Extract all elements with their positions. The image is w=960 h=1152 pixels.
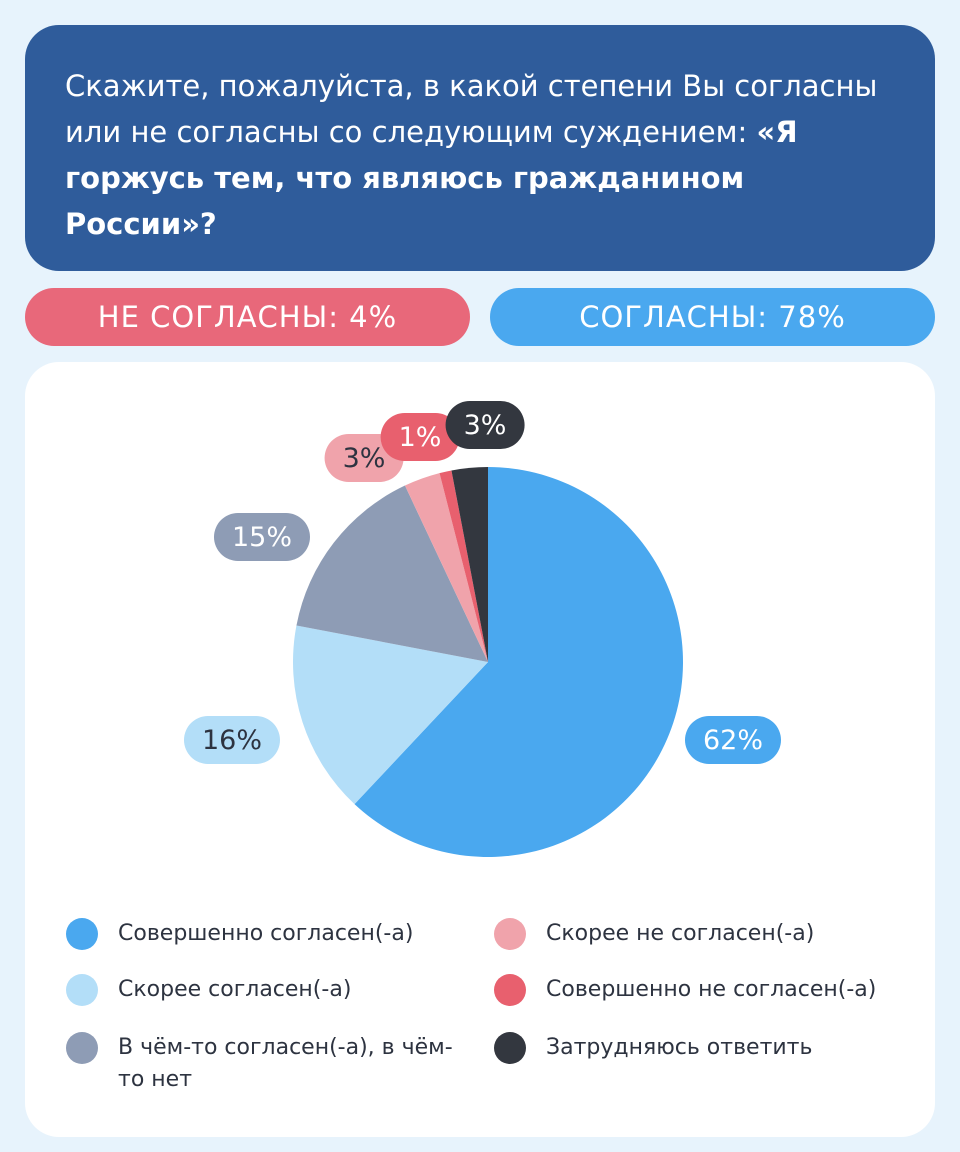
legend-label: Скорее согласен(-а) [118,977,352,1002]
agree-summary: СОГЛАСНЫ: 78% [490,288,935,346]
pie-slice [451,467,488,662]
pie-slice [404,473,488,662]
data-label: 3% [445,401,525,449]
legend-swatch [66,1032,98,1064]
legend-item: Совершенно не согласен(-а) [494,974,876,1006]
legend-item: Скорее не согласен(-а) [494,918,814,950]
pie-slice [439,470,488,662]
legend-item: Совершенно согласен(-а) [66,918,413,950]
question-header: Скажите, пожалуйста, в какой степени Вы … [25,25,935,271]
data-label: 62% [684,716,782,764]
pie-slice [293,625,488,805]
disagree-summary: НЕ СОГЛАСНЫ: 4% [25,288,470,346]
legend-swatch [494,1032,526,1064]
legend-item: Затрудняюсь ответить [494,1032,812,1064]
data-label: 16% [183,716,281,764]
question-statement: «Я горжусь тем, что являюсь гражданином … [65,115,798,241]
legend-label: В чём-то согласен(-а), в чём-то нет [118,1035,453,1092]
legend-swatch [66,974,98,1006]
question-text: Скажите, пожалуйста, в какой степени Вы … [65,69,878,149]
legend-swatch [494,974,526,1006]
legend-item: Скорее согласен(-а) [66,974,351,1006]
pie-slice [354,467,684,858]
legend-label: Затрудняюсь ответить [546,1035,813,1060]
data-label: 15% [213,513,311,561]
legend-item: В чём-то согласен(-а), в чём-то нет [66,1032,458,1096]
legend-swatch [494,918,526,950]
legend-label: Совершенно не согласен(-а) [546,977,877,1002]
legend-label: Совершенно согласен(-а) [118,921,414,946]
legend-swatch [66,918,98,950]
pie-slice [296,485,488,662]
legend-label: Скорее не согласен(-а) [546,921,815,946]
